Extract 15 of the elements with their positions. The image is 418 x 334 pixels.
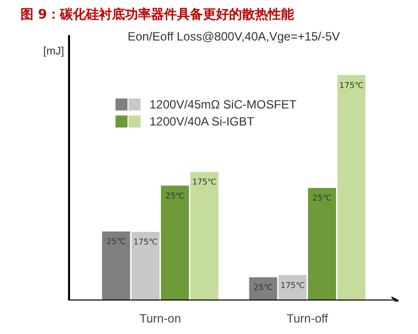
legend-label: 1200V/40A Si-IGBT [150, 114, 255, 128]
annotation: 175℃ [192, 178, 216, 187]
x-tick-label: Turn-on [139, 312, 182, 326]
annotation: 25℃ [254, 283, 273, 292]
x-tick-label: Turn-off [286, 312, 329, 326]
legend-label: 1200V/45mΩ SiC-MOSFET [150, 98, 298, 112]
annotation: 25℃ [312, 194, 332, 203]
chart-subtitle: Eon/Eoff Loss@800V,40A,Vge=+15/-5V [128, 30, 340, 44]
annotation: 175℃ [339, 80, 364, 90]
annotation: 25℃ [165, 191, 185, 200]
annotation: 175℃ [133, 238, 158, 247]
y-axis-title: [mJ] [43, 46, 64, 58]
annotation: 175℃ [280, 280, 305, 290]
chart-title: 图 9：碳化硅衬底功率器件具备更好的散热性能 [20, 6, 296, 22]
annotation: 25℃ [106, 237, 126, 246]
